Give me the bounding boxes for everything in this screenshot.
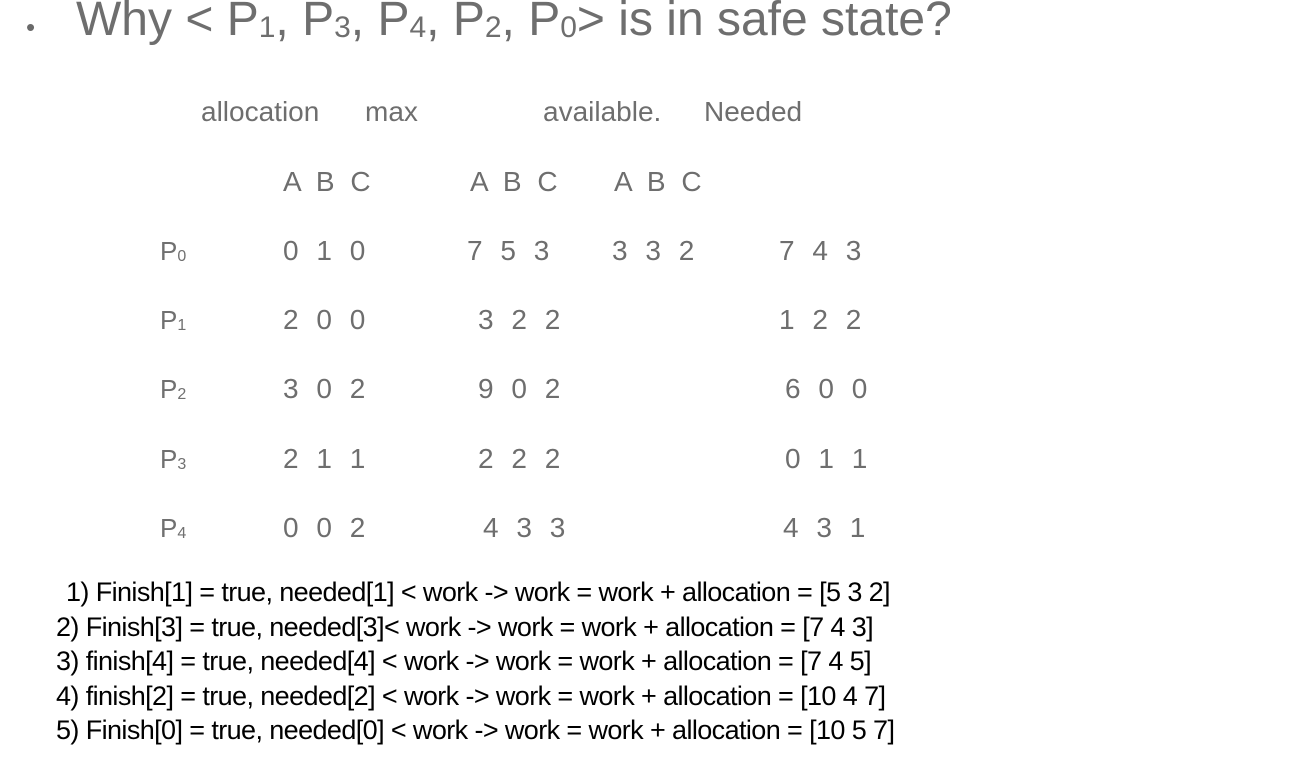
process-subscript: 1 (177, 317, 187, 334)
process-label: P1 (160, 305, 186, 336)
resource-header-available: A B C (614, 166, 706, 197)
process-subscript: 0 (177, 248, 187, 265)
max-cell: 2 2 2 (478, 443, 566, 474)
process-letter: P (160, 374, 178, 404)
title-subscript-5: 0 (560, 11, 577, 44)
title-separator-4: , P (501, 0, 561, 46)
process-label: P3 (160, 444, 186, 475)
allocation-cell: 2 1 1 (283, 443, 371, 474)
process-letter: P (160, 236, 178, 266)
step-line: 5) Finish[0] = true, needed[0] < work ->… (56, 715, 895, 745)
needed-cell: 6 0 0 (785, 373, 873, 404)
title-subscript-3: 4 (409, 11, 427, 44)
column-header-available: available. (543, 96, 662, 127)
title-separator-3: , P (426, 0, 485, 46)
step-line: 2) Finish[3] = true, needed[3]< work -> … (56, 612, 874, 642)
allocation-cell: 0 1 0 (283, 235, 371, 266)
process-subscript: 3 (177, 456, 187, 473)
max-cell: 3 2 2 (478, 304, 566, 335)
column-header-max: max (365, 96, 418, 127)
needed-cell: 7 4 3 (779, 235, 867, 266)
needed-cell: 4 3 1 (783, 512, 871, 543)
needed-cell: 0 1 1 (785, 443, 873, 474)
process-label: P0 (160, 236, 186, 267)
page-title: Why < P1, P3, P4, P2, P0> is in safe sta… (76, 0, 952, 47)
max-cell: 9 0 2 (478, 373, 566, 404)
allocation-cell: 3 0 2 (283, 373, 371, 404)
available-cell: 3 3 2 (612, 235, 700, 266)
title-separator-1: , P (275, 0, 335, 46)
process-letter: P (160, 513, 178, 543)
title-suffix: > is in safe state? (576, 0, 952, 46)
max-cell: 4 3 3 (483, 512, 571, 543)
step-line: 4) finish[2] = true, needed[2] < work ->… (56, 681, 886, 711)
process-letter: P (160, 444, 178, 474)
process-letter: P (160, 305, 178, 335)
process-subscript: 2 (177, 386, 187, 403)
process-label: P2 (160, 374, 186, 405)
title-subscript-4: 2 (484, 11, 502, 44)
needed-cell: 1 2 2 (779, 304, 867, 335)
max-cell: 7 5 3 (467, 235, 555, 266)
resource-header-max: A B C (470, 166, 562, 197)
resource-header-allocation: A B C (283, 166, 375, 197)
title-separator-2: , P (350, 0, 410, 46)
allocation-cell: 2 0 0 (283, 304, 371, 335)
title-prefix: Why < P (76, 0, 259, 46)
column-header-allocation: allocation (201, 96, 320, 127)
allocation-cell: 0 0 2 (283, 512, 371, 543)
column-header-needed: Needed (704, 96, 803, 127)
process-subscript: 4 (177, 525, 187, 542)
process-label: P4 (160, 513, 186, 544)
title-subscript-1: 1 (258, 11, 276, 44)
step-line: 1) Finish[1] = true, needed[1] < work ->… (66, 577, 891, 607)
title-subscript-2: 3 (334, 11, 351, 44)
step-line: 3) finish[4] = true, needed[4] < work ->… (56, 646, 872, 676)
bullet-icon: • (26, 12, 36, 42)
